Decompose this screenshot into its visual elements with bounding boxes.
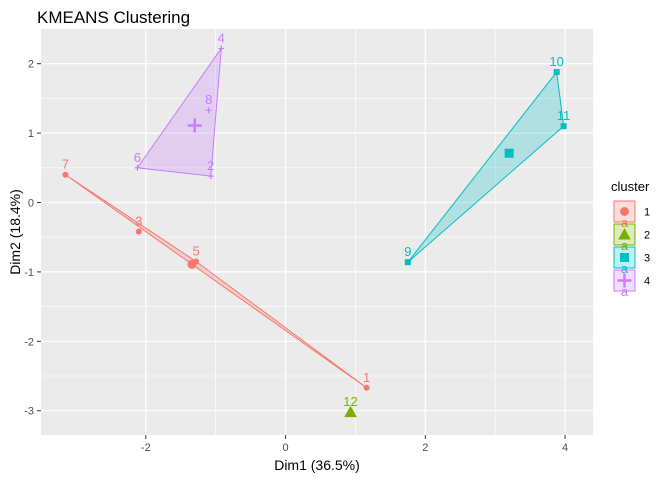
x-tick-label: 4 (562, 442, 568, 454)
cluster-4-hull (136, 46, 222, 177)
point-7 (62, 171, 69, 178)
legend-swatch-letter: a (621, 238, 629, 253)
point-10 (553, 69, 560, 76)
legend-label: 4 (644, 276, 650, 288)
cluster-1-hull (65, 174, 367, 389)
x-tick-label: 0 (282, 442, 288, 454)
point-label-6: 6 (134, 150, 141, 165)
point-1 (363, 384, 370, 391)
y-axis-ticks: -3 -2 -1 0 1 2 (24, 59, 41, 418)
cluster-1-centroid (187, 259, 197, 269)
legend-swatch-letter: a (621, 261, 629, 276)
legend-key-2-icon (618, 228, 631, 240)
point-label-11: 11 (557, 108, 571, 123)
point-8 (205, 107, 212, 114)
y-tick-label: 2 (28, 59, 34, 71)
plot-panel (41, 29, 593, 435)
grid-major (41, 29, 593, 435)
point-9 (404, 259, 411, 266)
y-tick-label: -3 (24, 406, 34, 418)
point-label-12: 12 (343, 394, 357, 409)
cluster-3-hull (407, 70, 565, 263)
point-label-1: 1 (363, 370, 370, 385)
cluster-centroids (187, 118, 514, 269)
point-label-10: 10 (549, 54, 563, 69)
point-label-3: 3 (135, 214, 142, 229)
cluster-hulls (65, 46, 565, 389)
chart-title: KMEANS Clustering (37, 8, 190, 27)
point-4 (218, 45, 225, 52)
legend-swatch-letter: a (621, 215, 629, 230)
cluster-4-centroid (187, 118, 202, 133)
y-tick-label: 0 (28, 198, 34, 210)
point-label-5: 5 (193, 243, 200, 258)
y-axis-title: Dim2 (18.4%) (7, 189, 23, 275)
legend-item-2: a2 (613, 223, 650, 253)
point-label-2: 2 (207, 158, 214, 173)
x-axis-title: Dim1 (36.5%) (274, 457, 360, 473)
data-points (62, 45, 567, 418)
legend-key-1-icon (620, 207, 629, 216)
point-2 (207, 173, 214, 180)
legend-title: cluster (611, 179, 650, 194)
legend-item-4: a4 (613, 269, 650, 299)
y-tick-label: -2 (24, 336, 34, 348)
legend-key-4-icon (617, 273, 632, 288)
grid-minor (41, 29, 593, 435)
legend-key-3-icon (620, 253, 629, 262)
legend-item-1: a1 (613, 200, 650, 230)
point-label-7: 7 (62, 157, 69, 172)
point-label-9: 9 (404, 244, 411, 259)
point-labels: 7 3 5 1 12 9 10 11 4 8 6 2 (62, 30, 571, 409)
cluster-3-centroid (504, 148, 514, 158)
x-tick-label: 2 (422, 442, 428, 454)
x-axis-ticks: -2 0 2 4 (141, 435, 568, 454)
x-tick-label: -2 (141, 442, 151, 454)
point-3 (135, 228, 142, 235)
point-11 (560, 123, 567, 130)
point-12 (344, 405, 357, 418)
legend-label: 3 (644, 253, 650, 265)
legend-label: 2 (644, 230, 650, 242)
point-6 (134, 164, 141, 171)
point-label-4: 4 (218, 30, 225, 45)
y-tick-label: 1 (28, 128, 34, 140)
y-tick-label: -1 (24, 267, 34, 279)
legend-item-3: a3 (613, 246, 650, 276)
legend-label: 1 (644, 207, 650, 219)
legend-swatch-letter: a (621, 284, 629, 299)
point-label-8: 8 (205, 92, 212, 107)
